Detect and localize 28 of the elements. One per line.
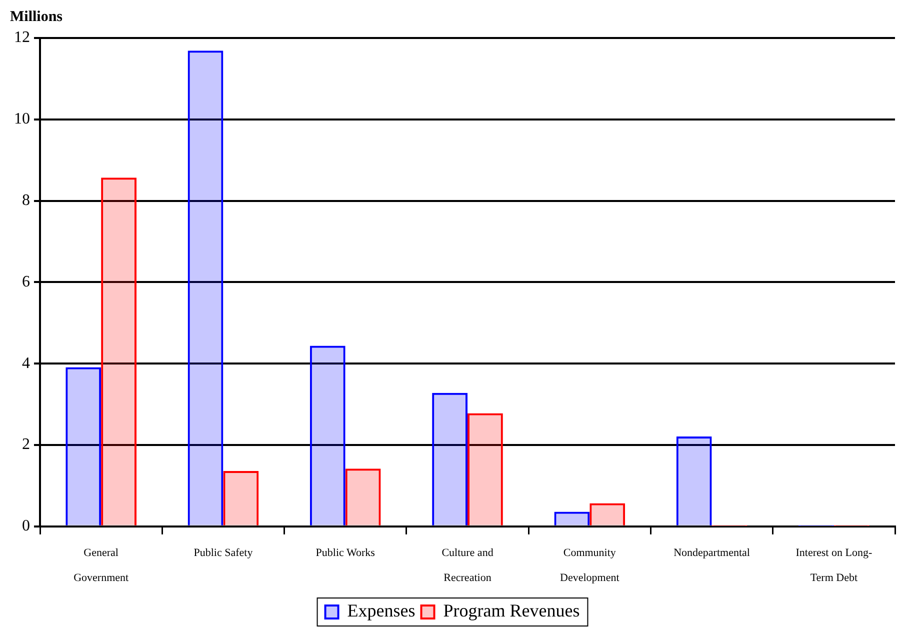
y-tick-label: 2 (22, 436, 30, 454)
bar (676, 436, 712, 526)
x-tick-label: Public Works (316, 546, 375, 559)
bar (66, 367, 102, 526)
y-tick-label: 6 (22, 273, 30, 290)
category-label: Community Development (560, 546, 620, 584)
bar (554, 512, 590, 526)
bar (188, 50, 224, 526)
bar (345, 468, 381, 526)
bar (432, 392, 468, 526)
y-tick-label: 4 (22, 354, 30, 372)
category-label: Culture and Recreation (442, 546, 494, 584)
bar (101, 178, 136, 526)
bar (468, 413, 503, 526)
bar (310, 346, 346, 526)
bar (223, 471, 259, 526)
y-tick-label: 8 (22, 192, 30, 210)
legend-label: Program Revenues (443, 600, 580, 621)
y-axis-title: Millions (10, 8, 63, 25)
bar (590, 503, 626, 526)
x-tick-label: Public Safety (194, 546, 254, 559)
y-tick-label: 10 (14, 110, 30, 128)
x-tick-label: Nondepartmental (674, 546, 750, 559)
y-tick-label: 0 (22, 518, 30, 535)
category-label: Interest on Long-Term Debt (796, 546, 872, 584)
category-label: General Government (74, 546, 129, 584)
legend-label: Expenses (347, 600, 416, 621)
y-tick-label: 12 (14, 29, 30, 46)
